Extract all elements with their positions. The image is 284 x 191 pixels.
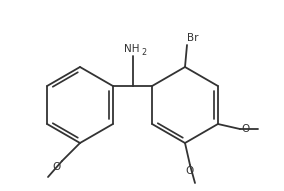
Text: Br: Br [187, 33, 199, 43]
Text: NH: NH [124, 44, 139, 54]
Text: O: O [241, 124, 249, 134]
Text: O: O [186, 166, 194, 176]
Text: O: O [53, 162, 61, 172]
Text: 2: 2 [141, 48, 147, 57]
